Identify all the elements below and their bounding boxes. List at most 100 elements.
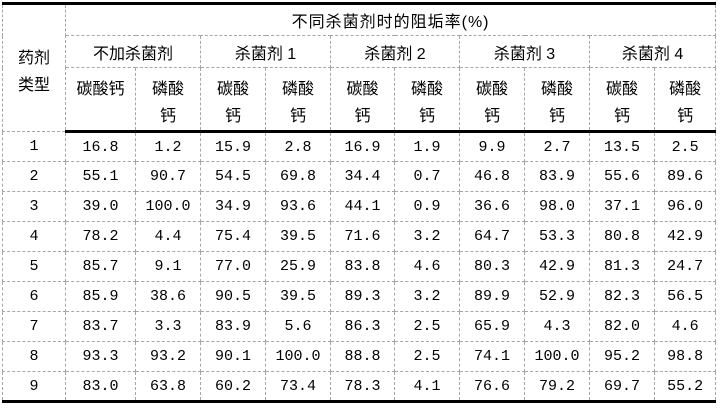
row-label: 5 — [2, 251, 66, 282]
value-cell: 1.9 — [394, 131, 460, 162]
value-cell: 77.0 — [200, 251, 266, 282]
value-cell: 79.2 — [524, 371, 590, 402]
value-cell: 55.2 — [653, 371, 717, 402]
value-cell: 25.9 — [265, 251, 331, 282]
value-cell: 4.6 — [653, 311, 717, 342]
table-row: 2 55.1 90.7 54.5 69.8 34.4 0.7 46.8 83.9 55.6 89.6 — [2, 161, 717, 192]
value-cell: 69.8 — [265, 161, 331, 192]
value-cell: 16.8 — [65, 131, 136, 162]
value-cell: 88.8 — [330, 341, 395, 372]
subheader-calcium-phosphate: 磷酸 钙 — [394, 67, 460, 133]
subheader-calcium-carbonate: 碳酸 钙 — [459, 67, 525, 133]
value-cell: 98.8 — [653, 341, 717, 372]
table-row: 4 78.2 4.4 75.4 39.5 71.6 3.2 64.7 53.3 80.8 42.9 — [2, 221, 717, 252]
row-label: 8 — [2, 341, 66, 372]
value-cell: 4.3 — [524, 311, 590, 342]
subheader-calcium-carbonate: 碳酸钙 — [65, 67, 136, 133]
value-cell: 9.9 — [459, 131, 525, 162]
value-cell: 55.6 — [589, 161, 655, 192]
header-row-title: 药剂 类型 不同杀菌剂时的阻垢率(%) — [2, 3, 717, 132]
value-cell: 39.5 — [265, 281, 331, 312]
value-cell: 38.6 — [135, 281, 201, 312]
corner-header-drug-type: 药剂 类型 — [2, 3, 66, 132]
value-cell: 90.7 — [135, 161, 201, 192]
table-body: 1 16.8 1.2 15.9 2.8 16.9 1.9 9.9 2.7 13.5 2.5 2 55.1… — [2, 131, 717, 402]
group-header-fungicide-4: 杀菌剂 4 — [588, 35, 717, 68]
value-cell: 0.7 — [394, 161, 460, 192]
value-cell: 2.8 — [265, 131, 331, 162]
group-header-fungicide-3: 杀菌剂 3 — [459, 35, 590, 68]
scale-inhibition-table: 药剂 类型 不同杀菌剂时的阻垢率(%) 不加杀菌剂 杀菌剂 1 杀菌剂 2 杀菌… — [2, 2, 717, 403]
subheader-calcium-carbonate: 碳酸 钙 — [200, 67, 266, 133]
value-cell: 85.7 — [65, 251, 136, 282]
table-row: 8 93.3 93.2 90.1 100.0 88.8 2.5 74.1 100.0 95.2 98… — [2, 341, 717, 372]
table-row: 7 83.7 3.3 83.9 5.6 86.3 2.5 65.9 4.3 82.0 4.6 — [2, 311, 717, 342]
value-cell: 5.6 — [265, 311, 331, 342]
value-cell: 24.7 — [653, 251, 717, 282]
row-label: 9 — [2, 371, 66, 402]
value-cell: 69.7 — [589, 371, 655, 402]
subheader-calcium-phosphate: 磷酸 钙 — [653, 67, 717, 133]
value-cell: 90.5 — [200, 281, 266, 312]
value-cell: 42.9 — [653, 221, 717, 252]
corner-header-label: 药剂 类型 — [17, 49, 50, 94]
value-cell: 2.5 — [394, 311, 460, 342]
value-cell: 54.5 — [200, 161, 266, 192]
value-cell: 4.4 — [135, 221, 201, 252]
table-row: 9 83.0 63.8 60.2 73.4 78.3 4.1 76.6 79.2 69.7 55.2 — [2, 371, 717, 402]
value-cell: 42.9 — [524, 251, 590, 282]
value-cell: 3.2 — [394, 221, 460, 252]
value-cell: 80.3 — [459, 251, 525, 282]
value-cell: 63.8 — [135, 371, 201, 402]
value-cell: 36.6 — [459, 191, 525, 222]
header-row-subheaders: 碳酸钙 磷酸 钙 碳酸 钙 磷酸 钙 碳酸 钙 磷酸 钙 碳酸 钙 磷酸 钙 碳… — [3, 67, 717, 133]
value-cell: 80.8 — [589, 221, 655, 252]
value-cell: 82.3 — [589, 281, 655, 312]
value-cell: 100.0 — [524, 341, 590, 372]
table-row: 3 39.0 100.0 34.9 93.6 44.1 0.9 36.6 98.0 37.1 96.… — [2, 191, 717, 222]
value-cell: 39.5 — [265, 221, 331, 252]
value-cell: 53.3 — [524, 221, 590, 252]
value-cell: 71.6 — [330, 221, 395, 252]
value-cell: 15.9 — [200, 131, 266, 162]
value-cell: 83.0 — [65, 371, 136, 402]
value-cell: 76.6 — [459, 371, 525, 402]
value-cell: 37.1 — [589, 191, 655, 222]
group-header-no-fungicide: 不加杀菌剂 — [65, 35, 201, 68]
value-cell: 34.4 — [330, 161, 395, 192]
value-cell: 2.7 — [524, 131, 590, 162]
row-label: 6 — [2, 281, 66, 312]
row-label: 3 — [2, 191, 66, 222]
value-cell: 13.5 — [589, 131, 655, 162]
value-cell: 83.9 — [524, 161, 590, 192]
value-cell: 16.9 — [330, 131, 395, 162]
row-label: 7 — [2, 311, 66, 342]
value-cell: 56.5 — [653, 281, 717, 312]
value-cell: 81.3 — [589, 251, 655, 282]
row-label: 1 — [2, 131, 66, 162]
value-cell: 64.7 — [459, 221, 525, 252]
subheader-calcium-phosphate: 磷酸 钙 — [135, 67, 201, 133]
value-cell: 93.6 — [265, 191, 331, 222]
value-cell: 34.9 — [200, 191, 266, 222]
value-cell: 60.2 — [200, 371, 266, 402]
value-cell: 1.2 — [135, 131, 201, 162]
value-cell: 52.9 — [524, 281, 590, 312]
table-title: 不同杀菌剂时的阻垢率(%) — [64, 3, 717, 36]
value-cell: 65.9 — [459, 311, 525, 342]
value-cell: 93.3 — [65, 341, 136, 372]
value-cell: 89.3 — [330, 281, 395, 312]
row-label: 4 — [2, 221, 66, 252]
value-cell: 74.1 — [459, 341, 525, 372]
value-cell: 46.8 — [459, 161, 525, 192]
table-row: 1 16.8 1.2 15.9 2.8 16.9 1.9 9.9 2.7 13.5 2.5 — [2, 131, 717, 162]
value-cell: 75.4 — [200, 221, 266, 252]
table-row: 6 85.9 38.6 90.5 39.5 89.3 3.2 89.9 52.9 82.3 56.5 — [2, 281, 717, 312]
value-cell: 44.1 — [330, 191, 395, 222]
value-cell: 73.4 — [265, 371, 331, 402]
value-cell: 3.3 — [135, 311, 201, 342]
value-cell: 2.5 — [653, 131, 717, 162]
subheader-calcium-carbonate: 碳酸 钙 — [330, 67, 395, 133]
value-cell: 83.8 — [330, 251, 395, 282]
